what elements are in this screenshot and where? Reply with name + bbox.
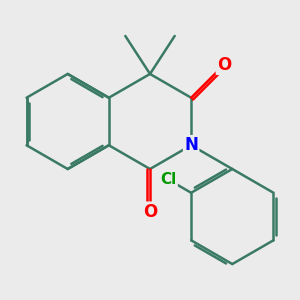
Text: O: O — [217, 56, 231, 74]
Text: O: O — [143, 203, 157, 221]
Text: N: N — [184, 136, 198, 154]
Text: Cl: Cl — [160, 172, 177, 187]
